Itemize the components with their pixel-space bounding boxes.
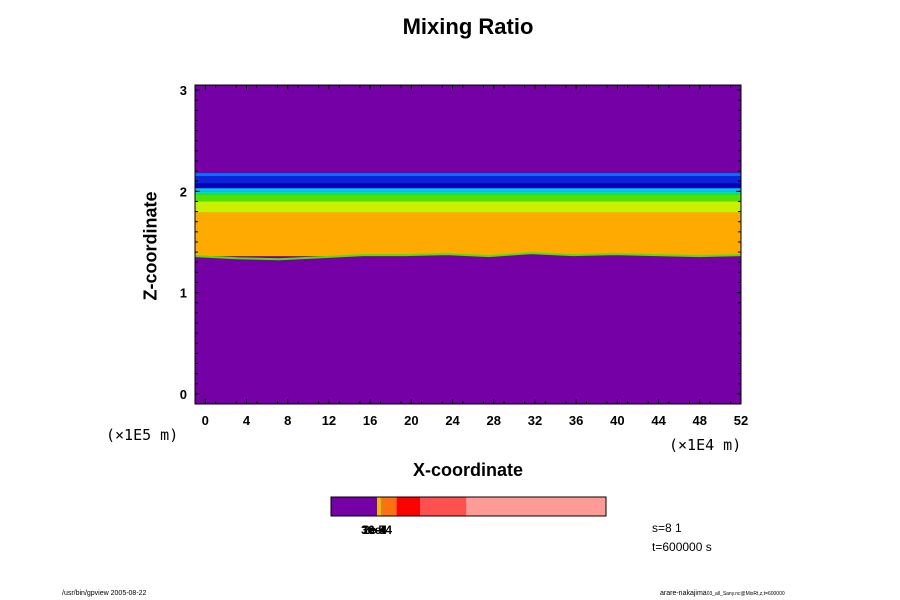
x-tick-label-6: 24: [445, 413, 460, 428]
x-tick-label-8: 32: [528, 413, 542, 428]
x-tick-label-0: 0: [202, 413, 209, 428]
chart-title: Mixing Ratio: [402, 14, 534, 39]
plot-frame: [194, 84, 742, 405]
colorbar: 3e-51e-42e-46e-4: [330, 496, 607, 537]
x-tick-label-12: 48: [693, 413, 707, 428]
x-tick-label-5: 20: [404, 413, 418, 428]
colorbar-segment-7: [466, 497, 606, 516]
footer-user: arare-nakajima: [660, 590, 707, 597]
x-scale-label: (×1E4 m): [669, 436, 742, 454]
footer-left: /usr/bin/gpview 2005-08-22: [62, 590, 147, 597]
colorbar-segment-4: [382, 497, 397, 516]
plot-area: [194, 85, 742, 404]
colorbar-segment-1: [377, 497, 380, 516]
y-scale-label: (×1E5 m): [106, 426, 179, 444]
x-tick-label-4: 16: [363, 413, 377, 428]
contour-band-0: [195, 173, 741, 177]
x-tick-label-2: 8: [284, 413, 291, 428]
colorbar-segment-3: [381, 497, 383, 516]
footer-file: 03_all_Sany.nc@MixRt,z,t=600000: [706, 591, 785, 597]
x-tick-label-10: 40: [610, 413, 624, 428]
x-tick-label-3: 12: [322, 413, 336, 428]
colorbar-frame: [330, 496, 607, 517]
x-tick-label-1: 4: [243, 413, 251, 428]
lower-region: [195, 253, 741, 404]
x-tick-label-9: 36: [569, 413, 583, 428]
x-axis-label: X-coordinate: [412, 460, 523, 480]
x-tick-label-7: 28: [487, 413, 501, 428]
annotation-step: s=8 1: [652, 521, 682, 535]
y-tick-label-2: 2: [180, 184, 187, 199]
colorbar-segment-2: [379, 497, 382, 516]
colorbar-label-3: 6e-4: [368, 523, 392, 537]
x-tick-label-11: 44: [651, 413, 666, 428]
annotation-time: t=600000 s: [652, 540, 712, 554]
colorbar-label-2: 2e-4: [363, 523, 387, 537]
contour-band-7: [195, 212, 741, 257]
y-tick-label-3: 3: [180, 83, 187, 98]
colorbar-segment-0: [331, 497, 378, 516]
contour-band-3: [195, 188, 741, 192]
contour-band-4: [195, 191, 741, 195]
x-tick-label-13: 52: [734, 413, 748, 428]
colorbar-label-0: 3e-5: [361, 523, 385, 537]
colorbar-segment-6: [420, 497, 467, 516]
contour-band-5: [195, 194, 741, 202]
y-tick-label-0: 0: [180, 387, 187, 402]
y-tick-label-1: 1: [180, 286, 187, 301]
footer-right: arare-nakajima03_all_Sany.nc@MixRt,z,t=6…: [660, 590, 785, 597]
contour-band-2: [195, 183, 741, 189]
lower-boundary-line: [194, 252, 742, 261]
contour-band-6: [195, 201, 741, 213]
colorbar-segment-5: [396, 497, 421, 516]
contour-band-1: [195, 176, 741, 184]
colorbar-label-1: 1e-4: [362, 523, 386, 537]
